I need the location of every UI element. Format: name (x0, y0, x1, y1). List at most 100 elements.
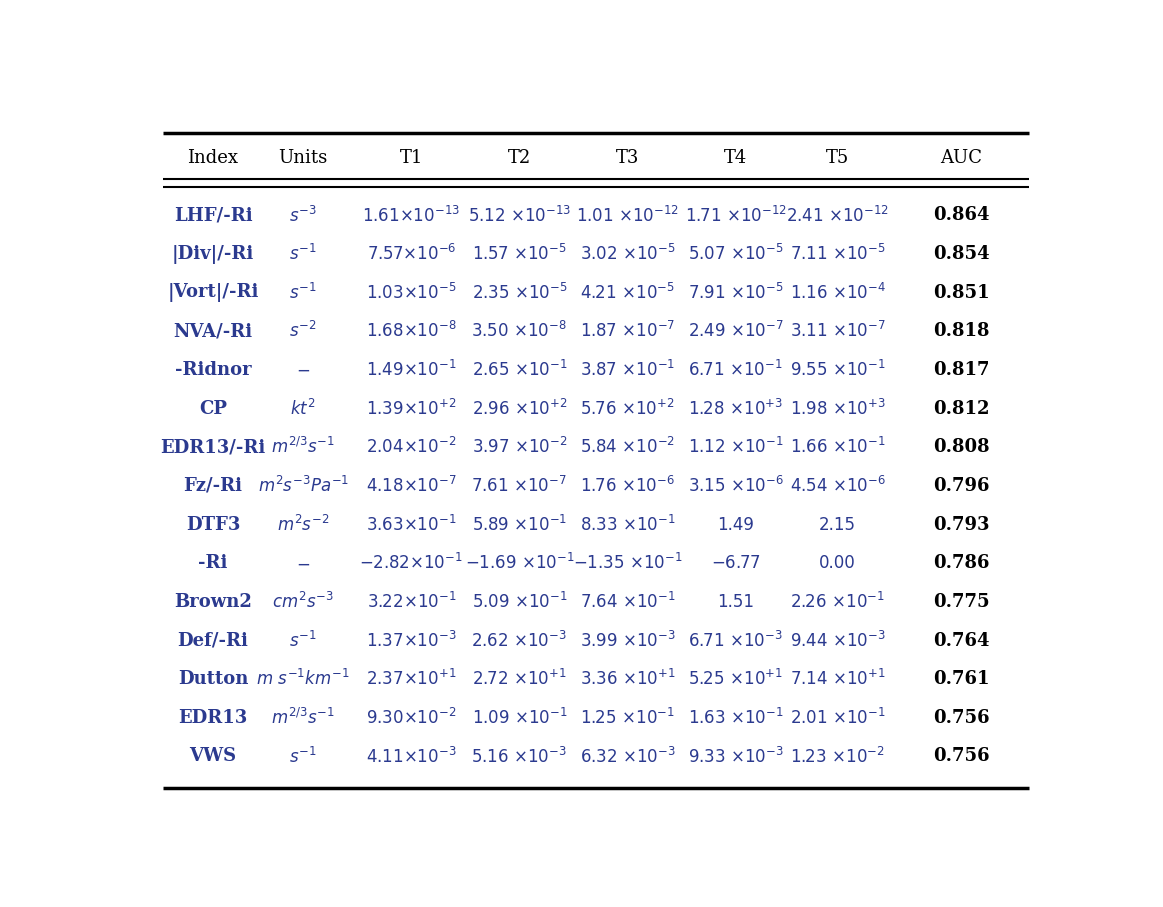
Text: $3.15\ {\times}10^{-6}$: $3.15\ {\times}10^{-6}$ (687, 476, 784, 496)
Text: AUC: AUC (940, 149, 982, 167)
Text: $7.11\ {\times}10^{-5}$: $7.11\ {\times}10^{-5}$ (790, 244, 885, 264)
Text: T2: T2 (508, 149, 531, 167)
Text: EDR13/-Ri: EDR13/-Ri (160, 438, 265, 456)
Text: 0.864: 0.864 (933, 207, 990, 224)
Text: $4.54\ {\times}10^{-6}$: $4.54\ {\times}10^{-6}$ (790, 476, 885, 496)
Text: -Ridnor: -Ridnor (174, 361, 251, 379)
Text: $1.66\ {\times}10^{-1}$: $1.66\ {\times}10^{-1}$ (790, 437, 885, 457)
Text: 0.854: 0.854 (933, 245, 990, 263)
Text: $1.98\ {\times}10^{+3}$: $1.98\ {\times}10^{+3}$ (790, 399, 885, 419)
Text: $-1.35\ {\times}10^{-1}$: $-1.35\ {\times}10^{-1}$ (572, 553, 683, 573)
Text: VWS: VWS (190, 747, 236, 766)
Text: $s^{-1}$: $s^{-1}$ (290, 630, 316, 650)
Text: $5.16\ {\times}10^{-3}$: $5.16\ {\times}10^{-3}$ (471, 746, 568, 766)
Text: $9.44\ {\times}10^{-3}$: $9.44\ {\times}10^{-3}$ (790, 630, 885, 650)
Text: $7.57{\times}10^{-6}$: $7.57{\times}10^{-6}$ (366, 244, 456, 264)
Text: $1.16\ {\times}10^{-4}$: $1.16\ {\times}10^{-4}$ (790, 283, 886, 303)
Text: Index: Index (187, 149, 238, 167)
Text: $2.49\ {\times}10^{-7}$: $2.49\ {\times}10^{-7}$ (687, 321, 784, 341)
Text: LHF/-Ri: LHF/-Ri (173, 207, 252, 224)
Text: 0.756: 0.756 (933, 709, 990, 727)
Text: T3: T3 (616, 149, 640, 167)
Text: $s^{-1}$: $s^{-1}$ (290, 283, 316, 303)
Text: $m\ s^{-1}km^{-1}$: $m\ s^{-1}km^{-1}$ (256, 669, 350, 689)
Text: $1.76\ {\times}10^{-6}$: $1.76\ {\times}10^{-6}$ (580, 476, 675, 496)
Text: $7.91\ {\times}10^{-5}$: $7.91\ {\times}10^{-5}$ (687, 283, 784, 303)
Text: $9.55\ {\times}10^{-1}$: $9.55\ {\times}10^{-1}$ (790, 360, 885, 380)
Text: $1.01\ {\times}10^{-12}$: $1.01\ {\times}10^{-12}$ (576, 205, 679, 226)
Text: $1.49{\times}10^{-1}$: $1.49{\times}10^{-1}$ (366, 360, 456, 380)
Text: $5.89\ {\times}10^{-1}$: $5.89\ {\times}10^{-1}$ (472, 514, 568, 534)
Text: $1.61{\times}10^{-13}$: $1.61{\times}10^{-13}$ (363, 205, 461, 226)
Text: $m^{2/3}s^{-1}$: $m^{2/3}s^{-1}$ (271, 707, 335, 728)
Text: T5: T5 (826, 149, 849, 167)
Text: $4.18{\times}10^{-7}$: $4.18{\times}10^{-7}$ (366, 476, 457, 496)
Text: $1.03{\times}10^{-5}$: $1.03{\times}10^{-5}$ (366, 283, 456, 303)
Text: $2.26\ {\times}10^{-1}$: $2.26\ {\times}10^{-1}$ (790, 592, 885, 612)
Text: 0.796: 0.796 (933, 477, 990, 495)
Text: $3.11\ {\times}10^{-7}$: $3.11\ {\times}10^{-7}$ (790, 321, 885, 341)
Text: Units: Units (278, 149, 328, 167)
Text: $2.65\ {\times}10^{-1}$: $2.65\ {\times}10^{-1}$ (471, 360, 568, 380)
Text: T1: T1 (400, 149, 423, 167)
Text: $-6.77$: $-6.77$ (711, 554, 761, 572)
Text: $3.02\ {\times}10^{-5}$: $3.02\ {\times}10^{-5}$ (579, 244, 676, 264)
Text: 0.818: 0.818 (933, 322, 990, 340)
Text: 0.851: 0.851 (933, 284, 990, 302)
Text: $5.76\ {\times}10^{+2}$: $5.76\ {\times}10^{+2}$ (580, 399, 675, 419)
Text: 0.812: 0.812 (933, 400, 990, 418)
Text: 1.49: 1.49 (718, 515, 754, 533)
Text: 2.15: 2.15 (819, 515, 856, 533)
Text: $4.21\ {\times}10^{-5}$: $4.21\ {\times}10^{-5}$ (580, 283, 675, 303)
Text: $1.87\ {\times}10^{-7}$: $1.87\ {\times}10^{-7}$ (580, 321, 676, 341)
Text: $1.68{\times}10^{-8}$: $1.68{\times}10^{-8}$ (366, 321, 457, 341)
Text: $2.62\ {\times}10^{-3}$: $2.62\ {\times}10^{-3}$ (471, 630, 568, 650)
Text: 0.808: 0.808 (933, 438, 990, 456)
Text: NVA/-Ri: NVA/-Ri (173, 322, 252, 340)
Text: $3.22{\times}10^{-1}$: $3.22{\times}10^{-1}$ (366, 592, 456, 612)
Text: Brown2: Brown2 (174, 593, 252, 611)
Text: $1.09\ {\times}10^{-1}$: $1.09\ {\times}10^{-1}$ (471, 707, 568, 728)
Text: $2.72\ {\times}10^{+1}$: $2.72\ {\times}10^{+1}$ (472, 669, 566, 689)
Text: 1.51: 1.51 (718, 593, 755, 611)
Text: 0.761: 0.761 (933, 670, 990, 688)
Text: $m^{2}s^{-3}Pa^{-1}$: $m^{2}s^{-3}Pa^{-1}$ (257, 476, 349, 496)
Text: $2.96\ {\times}10^{+2}$: $2.96\ {\times}10^{+2}$ (471, 399, 568, 419)
Text: 0.793: 0.793 (933, 515, 990, 533)
Text: $7.61\ {\times}10^{-7}$: $7.61\ {\times}10^{-7}$ (471, 476, 568, 496)
Text: T4: T4 (725, 149, 748, 167)
Text: $s^{-3}$: $s^{-3}$ (290, 205, 317, 226)
Text: $-1.69\ {\times}10^{-1}$: $-1.69\ {\times}10^{-1}$ (464, 553, 575, 573)
Text: $1.39{\times}10^{+2}$: $1.39{\times}10^{+2}$ (366, 399, 456, 419)
Text: $6.71\ {\times}10^{-1}$: $6.71\ {\times}10^{-1}$ (688, 360, 783, 380)
Text: Def/-Ri: Def/-Ri (178, 631, 249, 649)
Text: $8.33\ {\times}10^{-1}$: $8.33\ {\times}10^{-1}$ (579, 514, 676, 534)
Text: $5.84\ {\times}10^{-2}$: $5.84\ {\times}10^{-2}$ (580, 437, 676, 457)
Text: $-$: $-$ (297, 361, 311, 379)
Text: 0.764: 0.764 (933, 631, 990, 649)
Text: $5.07\ {\times}10^{-5}$: $5.07\ {\times}10^{-5}$ (687, 244, 784, 264)
Text: $1.71\ {\times}10^{-12}$: $1.71\ {\times}10^{-12}$ (685, 205, 786, 226)
Text: 0.775: 0.775 (933, 593, 990, 611)
Text: $3.50\ {\times}10^{-8}$: $3.50\ {\times}10^{-8}$ (471, 321, 568, 341)
Text: $2.01\ {\times}10^{-1}$: $2.01\ {\times}10^{-1}$ (790, 707, 885, 728)
Text: $3.63{\times}10^{-1}$: $3.63{\times}10^{-1}$ (366, 514, 456, 534)
Text: DTF3: DTF3 (186, 515, 241, 533)
Text: $3.87\ {\times}10^{-1}$: $3.87\ {\times}10^{-1}$ (580, 360, 676, 380)
Text: $kt^{2}$: $kt^{2}$ (291, 399, 316, 419)
Text: $6.32\ {\times}10^{-3}$: $6.32\ {\times}10^{-3}$ (579, 746, 676, 766)
Text: $1.12\ {\times}10^{-1}$: $1.12\ {\times}10^{-1}$ (687, 437, 784, 457)
Text: CP: CP (199, 400, 227, 418)
Text: $3.36\ {\times}10^{+1}$: $3.36\ {\times}10^{+1}$ (579, 669, 676, 689)
Text: EDR13: EDR13 (178, 709, 248, 727)
Text: $s^{-1}$: $s^{-1}$ (290, 244, 316, 264)
Text: 0.756: 0.756 (933, 747, 990, 766)
Text: $3.97\ {\times}10^{-2}$: $3.97\ {\times}10^{-2}$ (471, 437, 568, 457)
Text: 0.817: 0.817 (933, 361, 990, 379)
Text: |Div|/-Ri: |Div|/-Ri (172, 245, 254, 264)
Text: $1.63\ {\times}10^{-1}$: $1.63\ {\times}10^{-1}$ (687, 707, 784, 728)
Text: $9.33\ {\times}10^{-3}$: $9.33\ {\times}10^{-3}$ (687, 746, 784, 766)
Text: $2.04{\times}10^{-2}$: $2.04{\times}10^{-2}$ (366, 437, 456, 457)
Text: $5.25\ {\times}10^{+1}$: $5.25\ {\times}10^{+1}$ (688, 669, 783, 689)
Text: $m^{2}s^{-2}$: $m^{2}s^{-2}$ (277, 514, 329, 534)
